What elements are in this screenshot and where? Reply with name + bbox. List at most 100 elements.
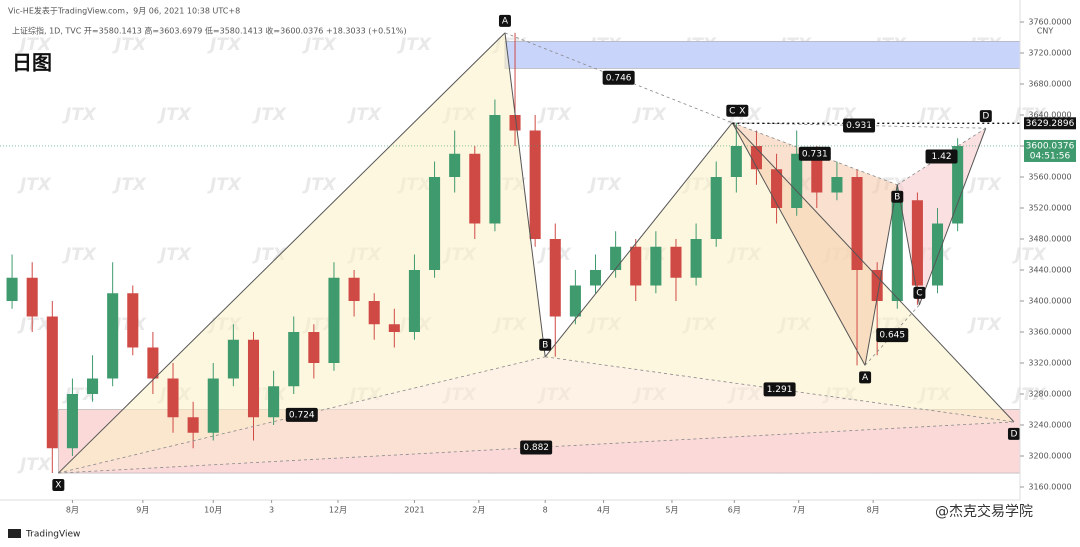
ratio-label: 1.291 (767, 385, 793, 395)
ratio-label: 0.746 (606, 73, 632, 83)
ratio-box (763, 382, 796, 397)
y-tick-label: 3400.0000 (1028, 297, 1071, 306)
footer: TradingView (25, 530, 80, 540)
y-tick-label: 3720.0000 (1028, 49, 1071, 58)
watermark: JTX (207, 175, 242, 195)
y-tick-label: 3640.0000 (1028, 111, 1071, 120)
pattern-fill (545, 122, 1014, 422)
logo (8, 529, 21, 538)
point-box (498, 14, 511, 27)
point-box (859, 371, 872, 384)
watermark: JTX (537, 105, 572, 125)
candle-body (730, 146, 742, 177)
watermark: JTX (17, 35, 52, 55)
ratio-line (864, 304, 920, 366)
candle-body (911, 200, 923, 286)
candle-body (368, 301, 380, 325)
candle-body (610, 246, 622, 270)
y-tick-label: 3320.0000 (1028, 359, 1071, 368)
watermark: JTX (347, 105, 382, 125)
candle-body (449, 153, 461, 177)
ratio-label: 0.882 (523, 443, 549, 453)
point-box (891, 190, 904, 203)
point-label: B (894, 192, 900, 202)
y-tick-label: 3200.0000 (1028, 452, 1071, 461)
pattern-leg (864, 184, 898, 366)
last-box (1024, 139, 1076, 162)
candle-body (529, 130, 541, 239)
point-box (736, 104, 749, 117)
pattern-leg (57, 32, 506, 474)
watermark: JTX (967, 315, 1002, 335)
y-tick-label: 3240.0000 (1028, 421, 1071, 430)
y-tick-label: 3360.0000 (1028, 328, 1071, 337)
candle-body (630, 246, 642, 286)
point-box (913, 286, 926, 299)
watermark: JTX (17, 315, 52, 335)
pattern-leg (504, 32, 546, 357)
ratio-box (925, 149, 958, 164)
y-tick-label: 3520.0000 (1028, 204, 1071, 213)
x-tick-label: 8 (543, 506, 548, 515)
ratio-box (843, 118, 876, 133)
ratio-label: 0.645 (879, 331, 905, 341)
point-label: X (55, 481, 61, 491)
ratio-box (602, 70, 635, 85)
candle-body (429, 177, 441, 270)
point-label: A (862, 373, 869, 383)
point-label: C (916, 288, 922, 298)
countdown: 04:51:56 (1030, 151, 1071, 161)
x-tick-label: 2月 (472, 506, 485, 515)
watermark: JTX (967, 175, 1002, 195)
candle-body (6, 277, 18, 301)
candle-body (549, 239, 561, 317)
ratio-box (520, 440, 553, 455)
candle-body (348, 277, 360, 301)
candle-body (771, 169, 783, 208)
candle-body (127, 293, 139, 348)
x-tick-label: 8月 (867, 506, 880, 515)
candle-body (469, 153, 481, 224)
watermark: JTX (302, 35, 337, 55)
watermark: JTX (62, 105, 97, 125)
pattern-leg (918, 127, 987, 306)
candle-body (589, 270, 602, 286)
watermark: JTX (157, 245, 192, 265)
y-tick-label: 3480.0000 (1028, 235, 1071, 244)
watermark: JTX (17, 455, 52, 475)
watermark: JTX (112, 175, 147, 195)
x-tick-label: 3 (269, 506, 274, 515)
pattern-fill (58, 32, 546, 474)
candle-body (811, 153, 823, 193)
point-box (979, 110, 992, 123)
watermark: JTX (252, 105, 287, 125)
legend: 上证综指, 1D, TVC 开=3580.1413 高=3603.6979 低=… (12, 26, 407, 36)
candle-body (187, 417, 199, 433)
ratio-label: 0.931 (846, 121, 872, 131)
point-box (52, 479, 65, 492)
candle-body (388, 324, 400, 332)
credit: @杰克交易学院 (935, 503, 1033, 520)
candle-body (871, 270, 883, 301)
pattern-leg (731, 122, 1015, 423)
point-box (1007, 427, 1020, 440)
candle-body (207, 378, 219, 433)
watermark: JTX (207, 35, 242, 55)
watermark: JTX (62, 245, 97, 265)
point-label: B (542, 340, 548, 350)
y-tick-label: 3280.0000 (1028, 390, 1071, 399)
point-label: D (982, 112, 989, 122)
x-tick-label: 7月 (792, 506, 805, 515)
x-tick-label: 12月 (329, 506, 347, 515)
candle-body (851, 177, 863, 270)
candle-body (46, 316, 58, 449)
candle-body (891, 200, 903, 301)
plot: 0.724 0.746 1.291 0.882 X A B C D 0.731 0.645 1.42 0… (6, 14, 1021, 492)
candle-body (569, 285, 581, 317)
candle-body (288, 332, 300, 387)
candle-body (107, 293, 119, 379)
x-tick-label: 6月 (728, 506, 741, 515)
point-label: A (502, 16, 509, 26)
ratio-label: 0.731 (802, 149, 828, 159)
